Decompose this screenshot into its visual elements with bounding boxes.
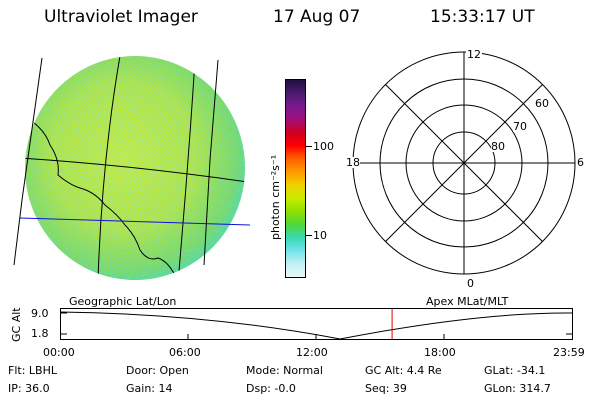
mlt-label-0: 0 [467, 277, 474, 290]
date-label: 17 Aug 07 [273, 7, 361, 27]
status-filter: Flt: LBHL [8, 364, 57, 377]
time-label: 15:33:17 UT [430, 7, 535, 27]
timeline-xtick: 00:00 [43, 346, 75, 359]
timeline-xtick: 06:00 [169, 346, 201, 359]
meridian-line [97, 56, 121, 280]
status-door: Door: Open [126, 364, 189, 377]
mlat-label-70: 70 [513, 120, 527, 133]
apex-label: Apex MLat/MLT [426, 295, 509, 308]
instrument-title: Ultraviolet Imager [44, 7, 198, 27]
mlat-label-80: 80 [491, 140, 505, 153]
altitude-timeline [60, 308, 574, 340]
meridian-line [203, 59, 219, 266]
status-ip: IP: 36.0 [8, 382, 50, 395]
timeline-ytick: 9.0 [31, 307, 49, 320]
timeline-xtick: 18:00 [424, 346, 456, 359]
meridian-line [177, 59, 196, 280]
mlt-label-6: 6 [577, 156, 584, 169]
equator-line [19, 217, 251, 226]
polar-plot [352, 51, 576, 275]
status-gc-alt: GC Alt: 4.4 Re [365, 364, 442, 377]
timeline-xtick: 12:00 [296, 346, 328, 359]
colorbar-tick [306, 235, 312, 236]
parallel-line [25, 157, 245, 183]
mlt-label-12: 12 [466, 48, 482, 61]
mlt-line-diagonal [385, 84, 543, 242]
timeline-ylabel: GC Alt [10, 307, 23, 342]
status-glat: GLat: -34.1 [484, 364, 546, 377]
mlt-label-18: 18 [346, 156, 360, 169]
altitude-curve [60, 311, 574, 340]
status-dsp: Dsp: -0.0 [246, 382, 296, 395]
geographic-image [13, 56, 251, 280]
status-mode: Mode: Normal [246, 364, 323, 377]
coastline [29, 119, 179, 280]
mlat-label-60: 60 [535, 97, 549, 110]
status-gain: Gain: 14 [126, 382, 173, 395]
colorbar-unit-label: photon cm⁻²s⁻¹ [269, 154, 282, 240]
colorbar-tick [306, 146, 312, 147]
geographic-label: Geographic Lat/Lon [69, 295, 177, 308]
colorbar [285, 79, 306, 278]
colorbar-tick-label: 100 [313, 140, 334, 153]
colorbar-tick-label: 10 [313, 229, 327, 242]
meridian-line [13, 57, 43, 266]
status-glon: GLon: 314.7 [484, 382, 551, 395]
timeline-xtick: 23:59 [553, 346, 585, 359]
timeline-ytick: 1.8 [31, 327, 49, 340]
status-seq: Seq: 39 [365, 382, 407, 395]
